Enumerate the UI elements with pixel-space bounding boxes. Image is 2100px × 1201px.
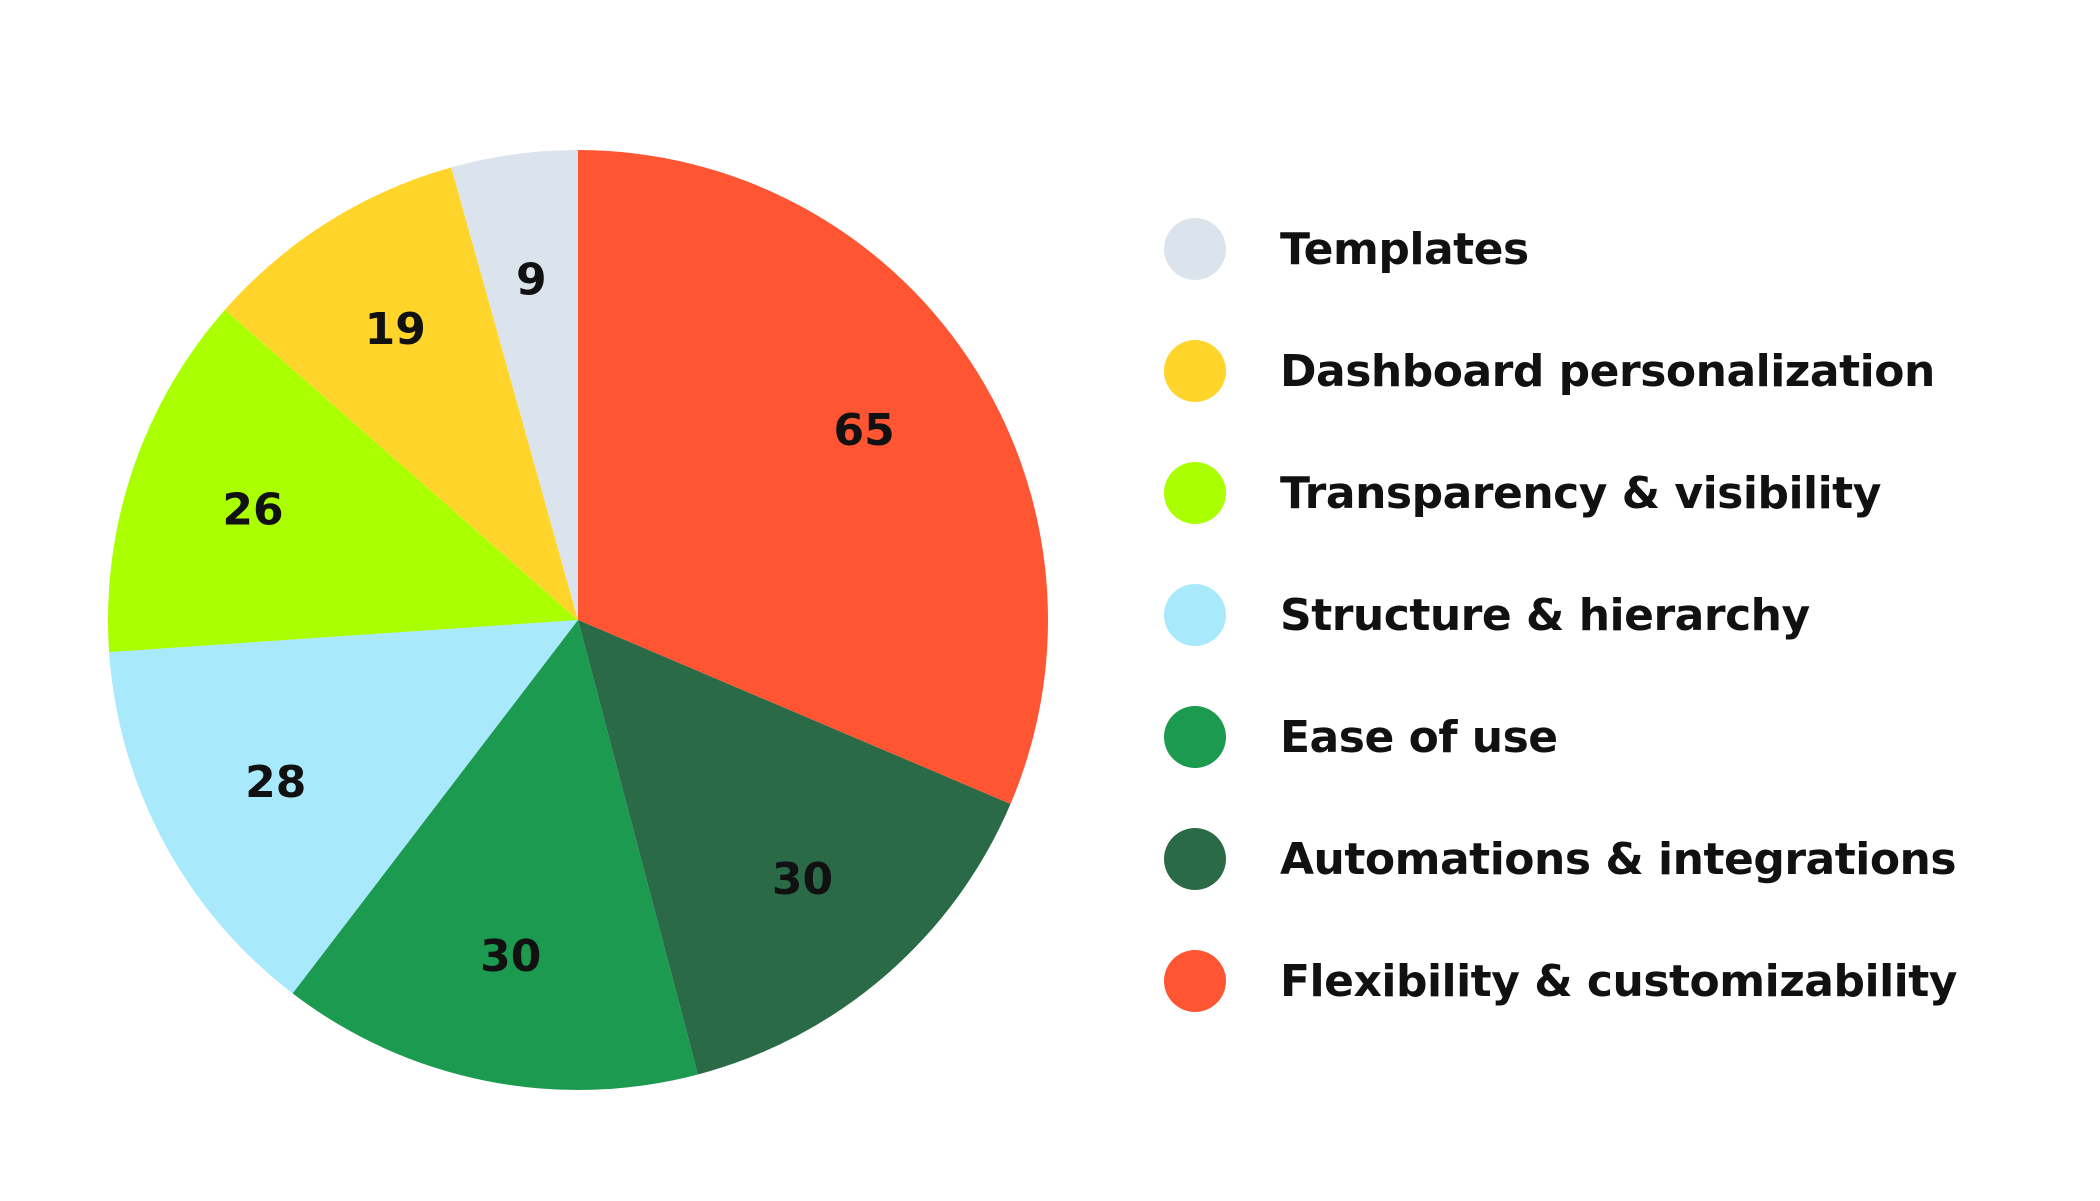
legend-swatch [1164,584,1226,646]
legend-item-dashboard-personalization: Dashboard personalization [1164,340,2044,402]
legend-label: Structure & hierarchy [1280,589,1810,641]
pie-chart: 65 30 30 28 26 19 9 [108,150,1048,1090]
pie-slice-flexibility-and-customizability [578,150,1048,804]
data-label-flexibility-and-customizability: 65 [834,405,895,456]
pie-slice-dashboard-personalization [224,167,579,620]
legend-swatch [1164,706,1226,768]
legend-item-templates: Templates [1164,218,2044,280]
pie-data-labels: 65 30 30 28 26 19 9 [222,255,894,982]
data-label-dashboard-personalization: 19 [365,304,426,355]
legend-item-transparency-and-visibility: Transparency & visibility [1164,462,2044,524]
legend-swatch [1164,462,1226,524]
legend-label: Ease of use [1280,711,1558,763]
data-label-templates: 9 [516,255,547,306]
pie-slice-templates [451,150,578,620]
legend-swatch [1164,828,1226,890]
legend-label: Automations & integrations [1280,833,1957,885]
pie-slice-transparency-and-visibility [108,309,578,653]
legend-item-structure-and-hierarchy: Structure & hierarchy [1164,584,2044,646]
data-label-transparency-and-visibility: 26 [222,485,283,536]
legend-label: Transparency & visibility [1280,467,1881,519]
pie-slice-ease-of-use [292,620,698,1090]
pie-slice-automations-and-integrations [578,620,1011,1075]
legend-item-ease-of-use: Ease of use [1164,706,2044,768]
legend-swatch [1164,218,1226,280]
chart-legend: Templates Dashboard personalization Transp… [1164,218,2044,1012]
legend-swatch [1164,340,1226,402]
pie-slice-structure-and-hierarchy [109,620,579,994]
data-label-automations-and-integrations: 30 [772,854,833,905]
legend-label: Dashboard personalization [1280,345,1935,397]
legend-item-automations-and-integrations: Automations & integrations [1164,828,2044,890]
data-label-ease-of-use: 30 [480,931,541,982]
data-label-structure-and-hierarchy: 28 [245,757,306,808]
pie-slices [108,150,1048,1090]
legend-item-flexibility-and-customizability: Flexibility & customizability [1164,950,2044,1012]
legend-label: Templates [1280,223,1529,275]
legend-swatch [1164,950,1226,1012]
legend-label: Flexibility & customizability [1280,955,1957,1007]
